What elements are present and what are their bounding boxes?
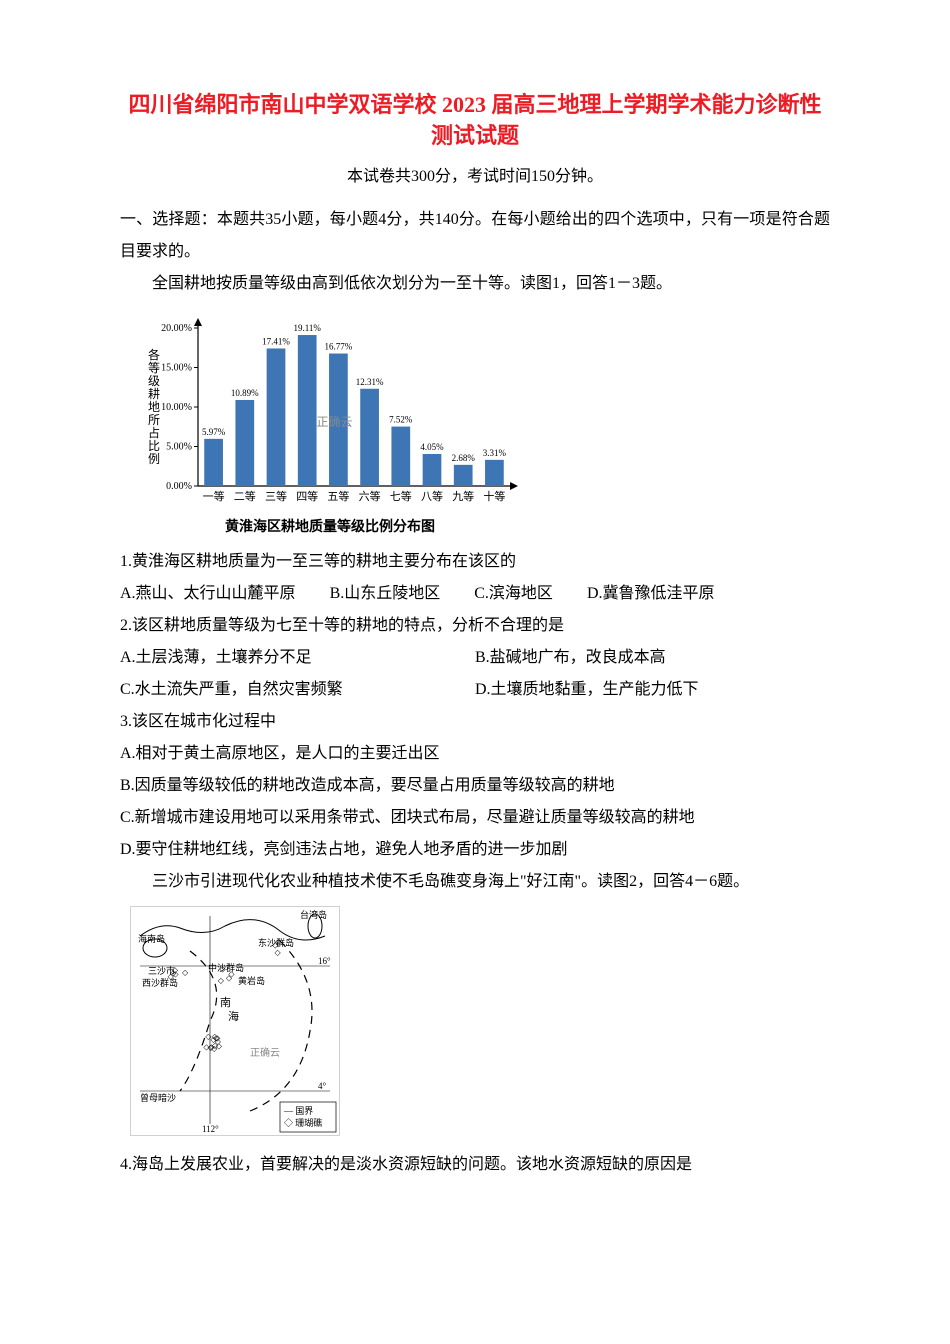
svg-text:正确云: 正确云	[250, 1046, 280, 1059]
q1-opt-a: A.燕山、太行山山麓平原	[120, 578, 296, 610]
q2-opt-b: B.盐碱地广布，改良成本高	[475, 642, 830, 674]
svg-text:◇: ◇	[205, 1032, 212, 1041]
svg-text:西沙群岛: 西沙群岛	[142, 977, 178, 988]
chart-caption: 黄淮海区耕地质量等级比例分布图	[140, 516, 520, 536]
q2-stem: 2.该区耕地质量等级为七至十等的耕地的特点，分析不合理的是	[120, 610, 830, 642]
q2-options-row1: A.土层浅薄，土壤养分不足 B.盐碱地广布，改良成本高	[120, 642, 830, 674]
svg-text:四等: 四等	[296, 489, 318, 503]
q3-opt-b: B.因质量等级较低的耕地改造成本高，要尽量占用质量等级较高的耕地	[120, 770, 830, 802]
svg-text:12.31%: 12.31%	[356, 376, 384, 386]
page-subtitle: 本试卷共300分，考试时间150分钟。	[120, 162, 830, 186]
svg-text:五等: 五等	[327, 489, 349, 503]
svg-text:中沙群岛: 中沙群岛	[208, 962, 244, 973]
svg-text:◇: ◇	[218, 975, 225, 984]
q2-opt-a: A.土层浅薄，土壤养分不足	[120, 642, 475, 674]
svg-text:七等: 七等	[390, 489, 412, 503]
svg-text:◇: ◇	[274, 948, 281, 957]
passage-2: 三沙市引进现代化农业种植技术使不毛岛礁变身海上"好江南"。读图2，回答4－6题。	[120, 866, 830, 898]
svg-text:2.68%: 2.68%	[452, 452, 476, 462]
svg-text:16.77%: 16.77%	[325, 341, 353, 351]
svg-text:17.41%: 17.41%	[262, 336, 290, 346]
q2-opt-c: C.水土流失严重，自然灾害频繁	[120, 674, 475, 706]
svg-text:台湾岛: 台湾岛	[300, 909, 327, 920]
q4-stem: 4.海岛上发展农业，首要解决的是淡水资源短缺的问题。该地水资源短缺的原因是	[120, 1149, 830, 1181]
passage-1: 全国耕地按质量等级由高到低依次划分为一至十等。读图1，回答1－3题。	[120, 268, 830, 300]
svg-text:◇: ◇	[182, 968, 189, 977]
svg-text:— 国界: — 国界	[283, 1106, 313, 1116]
svg-text:各等级耕地所占比例: 各等级耕地所占比例	[148, 347, 160, 466]
svg-text:正确云: 正确云	[317, 415, 353, 429]
svg-text:19.11%: 19.11%	[293, 323, 321, 333]
q1-opt-b: B.山东丘陵地区	[330, 578, 441, 610]
q1-opt-d: D.冀鲁豫低洼平原	[587, 578, 715, 610]
q1-options: A.燕山、太行山山麓平原 B.山东丘陵地区 C.滨海地区 D.冀鲁豫低洼平原	[120, 578, 830, 610]
svg-text:南: 南	[220, 996, 231, 1009]
svg-text:二等: 二等	[234, 489, 256, 503]
svg-text:◇: ◇	[208, 1042, 215, 1051]
svg-text:◇: ◇	[226, 973, 233, 982]
svg-text:4.05%: 4.05%	[420, 442, 444, 452]
svg-text:5.00%: 5.00%	[166, 441, 192, 452]
svg-text:10.89%: 10.89%	[231, 388, 259, 398]
svg-text:海: 海	[228, 1009, 239, 1023]
q3-opt-a: A.相对于黄土高原地区，是人口的主要迁出区	[120, 738, 830, 770]
q1-stem: 1.黄淮海区耕地质量为一至三等的耕地主要分布在该区的	[120, 546, 830, 578]
svg-text:海南岛: 海南岛	[138, 933, 165, 944]
svg-text:4°: 4°	[318, 1081, 327, 1091]
exam-page: 四川省绵阳市南山中学双语学校 2023 届高三地理上学期学术能力诊断性测试试题 …	[0, 0, 950, 1344]
svg-text:20.00%: 20.00%	[161, 323, 192, 334]
svg-text:16°: 16°	[318, 956, 331, 966]
svg-text:黄岩岛: 黄岩岛	[238, 975, 265, 986]
q2-opt-d: D.土壤质地黏重，生产能力低下	[475, 674, 830, 706]
q1-opt-c: C.滨海地区	[474, 578, 553, 610]
svg-text:十等: 十等	[483, 489, 505, 503]
svg-text:八等: 八等	[421, 489, 443, 503]
svg-text:5.97%: 5.97%	[202, 426, 226, 436]
q3-opt-c: C.新增城市建设用地可以采用条带式、团块式布局，尽量避让质量等级较高的耕地	[120, 802, 830, 834]
map-figure: 台湾岛海南岛16°4°112°◇◇◇◇◇◇◇◇◇◇◇◇◇◇◇◇◇◇◇◇◇◇◇◇东…	[130, 906, 340, 1141]
svg-text:◇: ◇	[216, 1041, 223, 1050]
svg-text:10.00%: 10.00%	[161, 402, 192, 413]
svg-text:曾母暗沙: 曾母暗沙	[140, 1092, 176, 1103]
map-svg: 台湾岛海南岛16°4°112°◇◇◇◇◇◇◇◇◇◇◇◇◇◇◇◇◇◇◇◇◇◇◇◇东…	[130, 906, 340, 1136]
svg-text:三沙市: 三沙市	[148, 965, 175, 976]
section-intro: 一、选择题：本题共35小题，每小题4分，共140分。在每小题给出的四个选项中，只…	[120, 204, 830, 268]
svg-text:六等: 六等	[359, 489, 381, 503]
page-title: 四川省绵阳市南山中学双语学校 2023 届高三地理上学期学术能力诊断性测试试题	[120, 90, 830, 152]
svg-text:三等: 三等	[265, 489, 287, 503]
chart-1: 0.00% 5.00% 10.00% 15.00% 20.00% 各等级耕地所占比例 5.9…	[140, 310, 520, 536]
q3-opt-d: D.要守住耕地红线，亮剑违法占地，避免人地矛盾的进一步加剧	[120, 834, 830, 866]
svg-text:◇ 珊瑚礁: ◇ 珊瑚礁	[284, 1117, 322, 1128]
bar-chart-svg: 0.00% 5.00% 10.00% 15.00% 20.00% 各等级耕地所占比例 5.9…	[140, 310, 520, 510]
q2-options-row2: C.水土流失严重，自然灾害频繁 D.土壤质地黏重，生产能力低下	[120, 674, 830, 706]
q3-stem: 3.该区在城市化过程中	[120, 706, 830, 738]
svg-text:7.52%: 7.52%	[389, 414, 413, 424]
svg-text:3.31%: 3.31%	[483, 447, 507, 457]
svg-text:九等: 九等	[452, 489, 474, 503]
svg-text:东沙群岛: 东沙群岛	[258, 937, 294, 948]
svg-text:一等: 一等	[203, 489, 225, 503]
svg-text:112°: 112°	[202, 1124, 219, 1134]
svg-text:0.00%: 0.00%	[166, 481, 192, 492]
svg-text:15.00%: 15.00%	[161, 362, 192, 373]
